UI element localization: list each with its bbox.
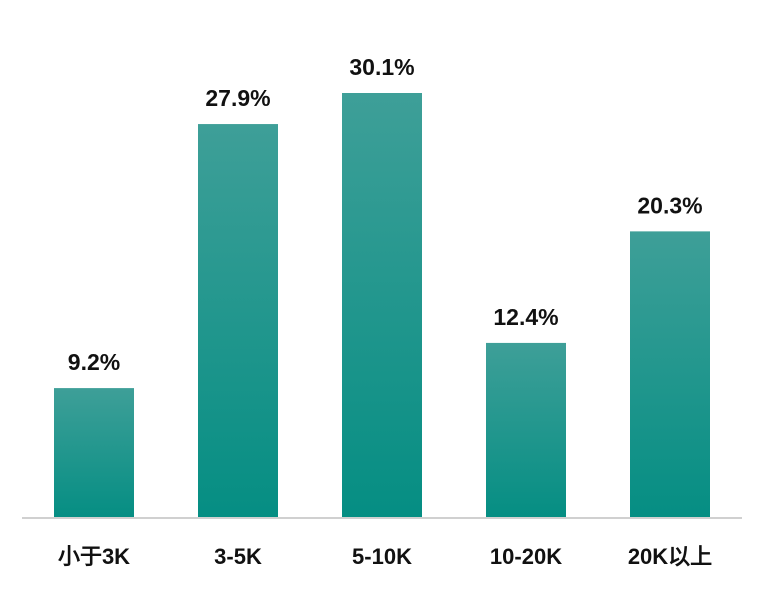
data-label-1: 27.9% (205, 85, 270, 111)
bar-1 (198, 124, 278, 519)
bar-4 (630, 231, 710, 519)
bar-0 (54, 388, 134, 518)
data-label-3: 12.4% (493, 304, 558, 330)
category-label-0: 小于3K (58, 544, 130, 569)
bar-3 (486, 342, 566, 518)
category-label-2: 5-10K (352, 544, 412, 569)
data-label-4: 20.3% (637, 192, 702, 218)
category-label-3: 10-20K (490, 544, 562, 569)
category-label-4: 20K以上 (628, 544, 712, 569)
category-labels-group: 小于3K 3-5K 5-10K 10-20K 20K以上 (58, 544, 712, 569)
data-labels-group: 9.2% 27.9% 30.1% 12.4% 20.3% (68, 54, 703, 375)
data-label-2: 30.1% (349, 54, 414, 80)
category-label-1: 3-5K (214, 544, 262, 569)
bars-group (54, 93, 710, 519)
bar-2 (342, 93, 422, 518)
data-label-0: 9.2% (68, 349, 120, 375)
